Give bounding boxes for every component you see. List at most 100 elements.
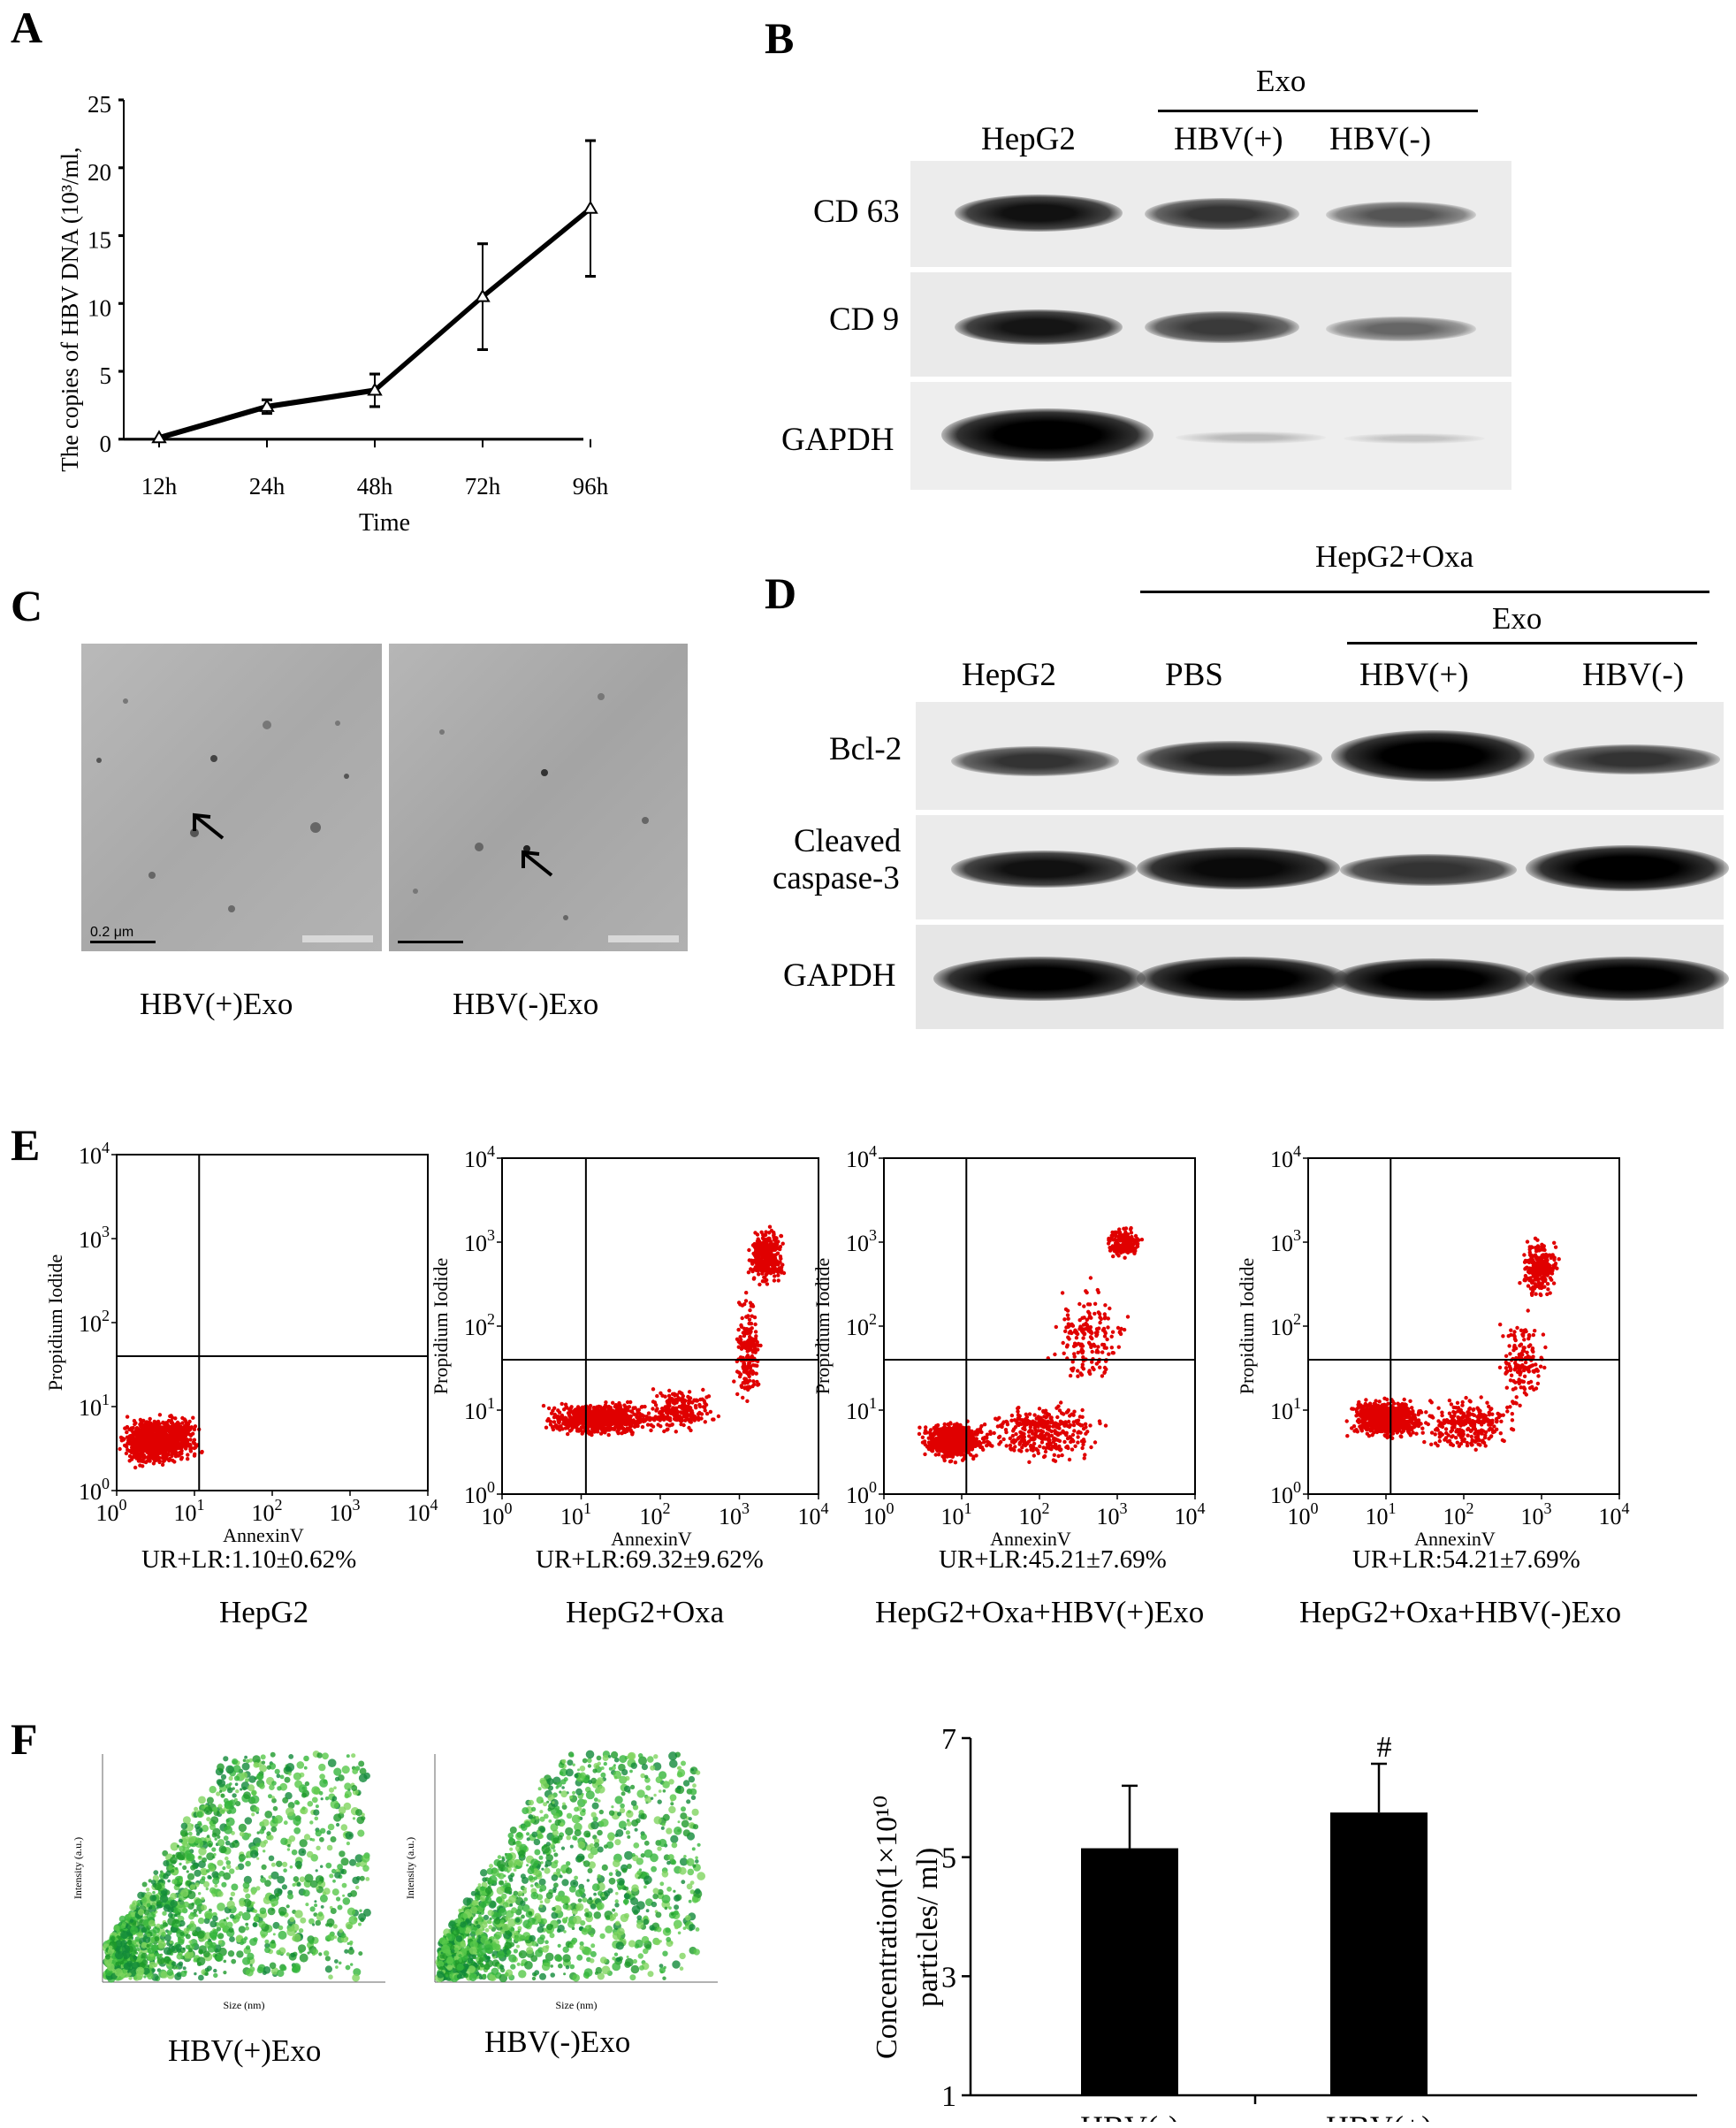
tem-image-hbv-pos: 0.2 μm [81,644,382,951]
chart-a-y-tick-label: 15 [88,227,111,254]
panel-letter-a: A [11,3,43,52]
chart-a-x-tick-label: 24h [249,473,286,500]
flow-plot-x-tick-label: 102 [1019,1499,1050,1529]
panel-letter-c: C [11,581,43,630]
flow-plot-x-tick-label: 101 [1366,1499,1397,1529]
flow-plot-x-tick-label: 101 [560,1499,591,1529]
chart-f-x-tick-label: HBV(-) [1080,2109,1179,2122]
chart-f-y-tick-label: 1 [941,2080,956,2113]
chart-a-point [475,288,491,302]
panel-d-exo-header: Exo [1492,601,1542,636]
chart-f-significance-mark: # [1377,1731,1392,1764]
flow-plot-y-tick-label: 104 [79,1139,110,1169]
flow-plot-y-tick-label: 103 [79,1223,110,1253]
chart-a-y-tick-label: 0 [100,431,112,457]
panel-d-col-pbs: PBS [1165,657,1223,693]
chart-f-y-tick-label: 3 [941,1961,956,1994]
flow-plot-x-axis-label: AnnexinV [990,1528,1071,1547]
flow-plot-1: 100100101101102102103103104104Propidium … [44,1139,438,1544]
flow-plot-y-tick-label: 104 [846,1142,877,1172]
flow-plot-title-4: HepG2+Oxa+HBV(-)Exo [1299,1595,1622,1629]
blot-b-gapdh-strip [910,382,1511,490]
flow-plot-y-tick-label: 101 [1270,1394,1301,1424]
nta-hbv-pos-dots [102,1750,371,1983]
flow-plot-stat-4: UR+LR:54.21±7.69% [1352,1545,1580,1574]
flow-plot-y-axis-label: Propidium Iodide [430,1258,452,1395]
flow-plot-y-axis-label: Propidium Iodide [811,1258,834,1395]
flow-plot-x-axis-label: AnnexinV [1414,1528,1496,1547]
flow-plot-x-tick-label: 101 [174,1496,205,1526]
chart-a-y-tick-label: 5 [100,362,112,389]
chart-f-bar [1330,1812,1428,2095]
flow-plot-2: 100100101101102102103103104104Propidium … [430,1142,829,1547]
nta-hbv-pos-x-label: Size (nm) [224,1999,265,2011]
panel-letter-e: E [11,1120,41,1170]
panel-b-row-cd63: CD 63 [813,194,900,230]
chart-a-y-tick-label: 20 [88,159,111,186]
flow-plot-x-tick-label: 102 [1443,1499,1474,1529]
chart-f-y-tick-label: 7 [941,1723,956,1756]
panel-letter-d: D [765,568,797,618]
flow-plot-x-tick-label: 103 [1097,1499,1128,1529]
chart-a-point [151,430,167,444]
panel-d-row-caspase3: caspase-3 [773,860,900,896]
chart-a-x-tick-label: 72h [465,473,501,500]
flow-plot-x-tick-label: 104 [1599,1499,1630,1529]
chart-a-x-tick-label: 12h [141,473,178,500]
panel-d-header-bracket-line [1140,591,1709,593]
flow-plot-y-tick-label: 101 [846,1394,877,1424]
flow-plot-y-axis-label: Propidium Iodide [1236,1258,1258,1395]
chart-a-line-chart: 0 5 10 15 20 25 12h 24h 48h 72h 96h The copies of … [57,91,609,537]
flow-plot-dots [1344,1236,1561,1452]
flow-plot-x-axis-label: AnnexinV [223,1524,304,1544]
nta-hbv-pos-y-label: Intensity (a.u.) [72,1837,84,1899]
panel-d-exo-bracket-line [1347,642,1697,645]
flow-plot-y-tick-label: 102 [1270,1310,1301,1340]
panel-b-exo-bracket-line [1158,110,1478,112]
panel-letter-b: B [765,13,795,63]
flow-plot-stat-1: UR+LR:1.10±0.62% [141,1545,357,1574]
flow-plot-x-tick-label: 100 [1288,1499,1319,1529]
nta-scatter-hbv-neg: Intensity (a.u.) Size (nm) [404,1750,718,2011]
flow-plot-y-tick-label: 102 [846,1310,877,1340]
flow-plot-y-tick-label: 102 [79,1307,110,1337]
flow-plot-dots [541,1224,787,1438]
flow-plot-x-tick-label: 100 [482,1499,513,1529]
chart-a-point [582,200,598,214]
chart-a-y-axis-label: The copies of HBV DNA (10³/ml, [57,147,83,472]
nta-scatter-hbv-pos: Intensity (a.u.) Size (nm) [72,1750,385,2011]
chart-a-y-tick-label: 25 [88,91,111,118]
flow-plot-y-tick-label: 103 [846,1226,877,1256]
panel-b-row-gapdh: GAPDH [781,422,895,458]
flow-plot-x-tick-label: 103 [1521,1499,1552,1529]
chart-a-point [367,382,383,396]
flow-plot-y-tick-label: 103 [1270,1226,1301,1256]
flow-plot-x-tick-label: 103 [719,1499,750,1529]
panel-d-row-gapdh: GAPDH [783,957,896,994]
panel-d-col-hbv-neg: HBV(-) [1582,657,1685,693]
chart-a-point [259,398,275,412]
chart-f-bar [1081,1848,1178,2095]
chart-f-x-tick-label: HBV(+) [1326,2109,1432,2122]
blot-b-cd63-strip [910,161,1511,267]
flow-plot-y-tick-label: 102 [464,1310,495,1340]
flow-plot-y-tick-label: 101 [464,1394,495,1424]
flow-plot-4: 100100101101102102103103104104Propidium … [1236,1142,1630,1547]
flow-plot-frame [501,1157,819,1495]
blot-d-gapdh-strip [916,925,1729,1029]
nta-hbv-neg-x-label: Size (nm) [556,1999,598,2011]
flow-plot-y-tick-label: 101 [79,1391,110,1421]
panel-d-row-bcl2: Bcl-2 [829,731,902,767]
nta-caption-hbv-neg: HBV(-)Exo [484,2025,631,2059]
tem-image-hbv-neg [389,644,688,951]
flow-plot-title-3: HepG2+Oxa+HBV(+)Exo [875,1595,1205,1629]
flow-plot-stat-2: UR+LR:69.32±9.62% [536,1545,764,1574]
chart-f-y-axis-label-line2: particles/ ml) [911,1848,944,2007]
flow-plot-frame [1307,1157,1620,1495]
flow-plot-y-tick-label: 100 [464,1478,495,1508]
flow-plot-x-tick-label: 102 [252,1496,283,1526]
panel-b-col-hepg2: HepG2 [981,121,1076,157]
flow-plot-y-axis-label: Propidium Iodide [44,1255,66,1392]
tem-caption-hbv-neg: HBV(-)Exo [453,987,599,1021]
nta-caption-hbv-pos: HBV(+)Exo [168,2033,322,2068]
